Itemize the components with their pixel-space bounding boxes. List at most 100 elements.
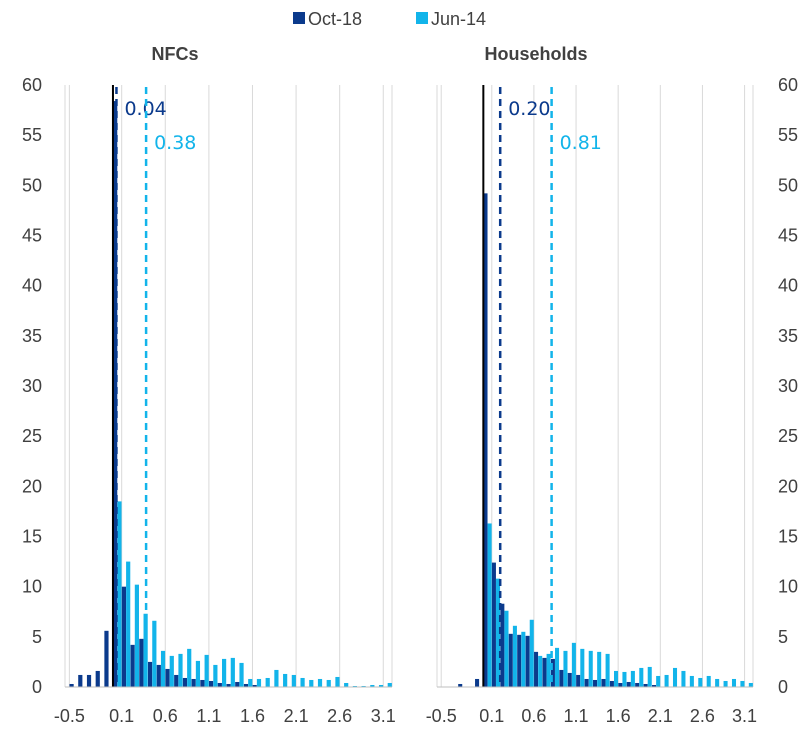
bar-jun-14 [378,684,384,687]
bar-jun-14 [496,578,501,687]
bar-oct-18 [508,633,513,687]
bar-oct-18 [235,681,240,687]
bar-oct-18 [165,668,170,687]
bar-jun-14 [143,613,148,687]
bar-jun-14 [178,653,183,687]
bar-oct-18 [243,683,249,687]
bar-jun-14 [538,655,543,687]
bar-jun-14 [195,660,201,687]
bar-jun-14 [723,680,728,687]
bar-jun-14 [571,642,576,687]
x-tick-label: 0.1 [479,706,504,726]
bar-jun-14 [647,666,652,687]
bar-jun-14 [134,584,139,687]
bar-oct-18 [156,664,161,687]
bar-oct-18 [576,674,581,687]
bar-oct-18 [78,674,83,687]
panel-nfcs: NFCs 0.04 0.38 -0.5 0.1 0.6 1.1 1.6 2.1 2.6 3.1 [54,44,396,726]
y-tick-right: 60 [778,75,798,95]
x-tick-label: 1.1 [564,706,589,726]
bar-oct-18 [475,678,480,687]
bar-oct-18 [69,683,74,687]
bar-oct-18 [550,658,555,687]
bar-oct-18 [643,683,648,687]
bar-jun-14 [487,523,492,687]
bar-oct-18 [635,682,640,687]
panel-title: Households [484,44,587,64]
bar-jun-14 [152,620,157,687]
bar-oct-18 [191,678,196,687]
x-tick-label: -0.5 [426,706,457,726]
bar-oct-18 [652,684,657,687]
bar-oct-18 [95,670,100,687]
bar-oct-18 [113,101,118,687]
bar-jun-14 [580,648,585,687]
y-tick-right: 40 [778,276,798,296]
y-tick-right: 55 [778,125,798,145]
bar-jun-14 [715,678,720,687]
bar-oct-18 [217,682,222,687]
bar-oct-18 [609,680,614,687]
panel-title: NFCs [151,44,198,64]
bar-oct-18 [252,684,257,687]
right-y-axis: 0 5 10 15 20 25 30 35 40 45 50 55 60 [778,75,798,697]
bar-oct-18 [567,672,572,687]
legend: Oct-18 Jun-14 [293,9,486,29]
legend-swatch-jun-14 [416,12,428,24]
y-tick-left: 55 [22,125,42,145]
bar-jun-14 [639,667,644,687]
bar-jun-14 [740,680,745,687]
bar-jun-14 [529,619,534,687]
y-tick-right: 45 [778,226,798,246]
left-y-axis: 0 5 10 15 20 25 30 35 40 45 50 55 60 [22,75,42,697]
bar-jun-14 [204,654,209,687]
bar-jun-14 [126,561,131,687]
bar-jun-14 [656,675,661,687]
legend-label-jun-14: Jun-14 [431,9,486,29]
bar-oct-18 [104,630,109,687]
bar-oct-18 [618,682,623,687]
x-tick-label: 0.1 [109,706,134,726]
bar-oct-18 [182,677,188,687]
bar-jun-14 [605,653,610,687]
bar-jun-14 [222,658,227,687]
y-tick-left: 20 [22,476,42,496]
y-tick-right: 10 [778,577,798,597]
x-tick-label: 1.6 [606,706,631,726]
y-tick-left: 15 [22,527,42,547]
bar-jun-14 [387,682,392,687]
bar-oct-18 [500,603,505,687]
bar-jun-14 [309,679,314,687]
bar-oct-18 [483,193,488,688]
x-tick-label: -0.5 [54,706,85,726]
bar-oct-18 [147,661,153,687]
bar-oct-18 [209,680,214,687]
bar-jun-14 [597,651,602,687]
y-tick-right: 25 [778,426,798,446]
bar-oct-18 [139,638,144,687]
bar-jun-14 [317,678,323,687]
bar-jun-14 [169,655,174,687]
y-tick-left: 45 [22,226,42,246]
y-tick-right: 35 [778,326,798,346]
bar-jun-14 [344,682,349,687]
y-tick-left: 35 [22,326,42,346]
legend-label-oct-18: Oct-18 [308,9,362,29]
bar-jun-14 [352,685,357,687]
bar-jun-14 [630,670,635,687]
y-tick-right: 5 [778,627,788,647]
bar-oct-18 [130,644,135,687]
y-tick-left: 0 [32,677,42,697]
bar-jun-14 [283,673,288,687]
y-tick-left: 50 [22,175,42,195]
bar-jun-14 [731,678,737,687]
y-tick-left: 10 [22,577,42,597]
bar-oct-18 [525,635,530,687]
bar-jun-14 [748,682,753,687]
bar-jun-14 [361,685,366,687]
bar-jun-14 [370,684,375,687]
y-tick-left: 40 [22,276,42,296]
x-tick-label: 3.1 [732,706,757,726]
bar-jun-14 [664,674,669,687]
